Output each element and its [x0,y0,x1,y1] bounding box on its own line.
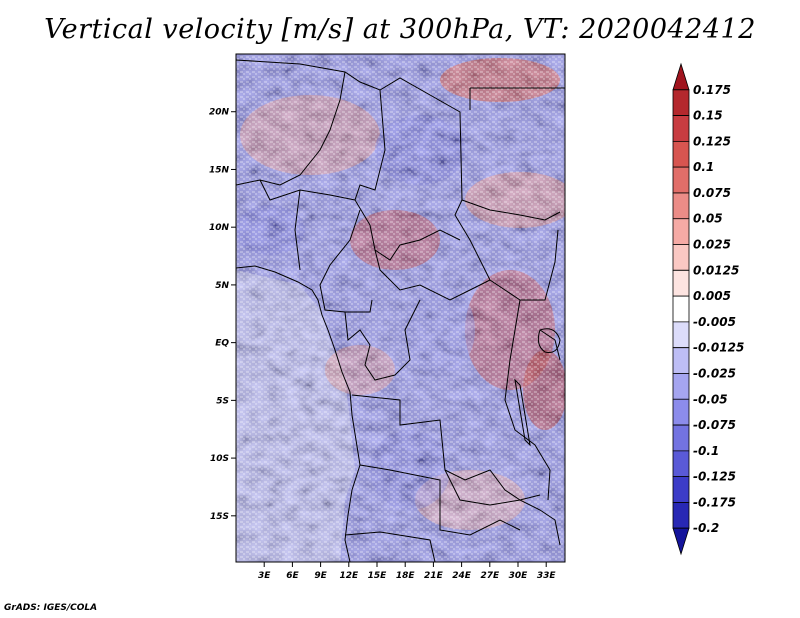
colorbar-label: 0.0125 [693,263,739,277]
lon-tick-label: 9E [314,571,327,581]
border-car [374,249,491,301]
lat-tick-label: 5N [215,281,229,291]
latitude-axis: 20N 15N 10N 5N EQ 5S 10S 15S [209,108,236,522]
country-borders [236,59,565,562]
colorbar-label: 0.15 [693,109,723,123]
colorbar-label: 0.025 [693,238,731,252]
colorbar-swatch [672,295,690,323]
border-east-lakes [504,299,561,501]
lon-tick-label: 12E [339,571,359,581]
colorbar-label: -0.175 [693,495,736,509]
lon-tick-label: 27E [480,571,500,581]
colorbar-swatch [672,502,690,529]
colorbar-swatch [672,192,690,220]
lat-tick-label: 20N [209,108,230,118]
lake-victoria [537,328,561,353]
colorbar-swatch [672,89,690,116]
colorbar-swatch [672,218,690,245]
lat-tick-label: EQ [215,339,229,349]
colorbar-label: -0.05 [693,392,728,406]
colorbar-label: 0.175 [693,83,731,97]
lon-tick-label: 24E [452,571,472,581]
colorbar: 0.175 0.15 0.125 0.1 0.075 0.05 0.025 0.0125 0.0… [672,62,744,556]
coastline [236,265,361,562]
map-title: Vertical velocity [m/s] at 300hPa, VT: 2… [44,14,756,45]
colorbar-label: 0.1 [693,160,714,174]
colorbar-label: -0.0125 [693,341,744,355]
lon-tick-label: 3E [258,571,271,581]
colorbar-label: 0.05 [693,212,723,226]
colorbar-swatch [672,527,690,556]
lon-tick-label: 30E [509,571,529,581]
colorbar-swatch [672,347,690,374]
colorbar-swatch [672,166,690,194]
colorbar-label: -0.1 [693,444,719,458]
plot-frame [235,53,566,563]
lon-tick-label: 18E [396,571,416,581]
colorbar-swatch [672,62,690,91]
colorbar-swatch [672,244,690,271]
border-chad [354,89,461,261]
colorbar-swatch [672,424,690,452]
velocity-field [236,54,565,562]
border-cameroon [319,209,373,313]
lon-tick-label: 6E [286,571,299,581]
colorbar-swatch [672,115,690,142]
colorbar-label: 0.125 [693,134,731,148]
colorbar-swatch [672,450,690,478]
border-sudan-east [461,199,561,221]
colorbar-label: -0.075 [693,418,736,432]
lat-tick-label: 10S [210,454,229,464]
longitude-axis: 3E 6E 9E 12E 15E 18E 21E 24E 27E 30E 33E [258,562,556,581]
border-zambia [444,469,561,546]
colorbar-label: -0.125 [693,470,736,484]
border-congo [344,299,421,381]
colorbar-label: 0.005 [693,289,731,303]
colorbar-swatch [672,269,690,297]
colorbar-swatch [672,373,690,400]
colorbar-swatch [672,321,690,349]
lon-tick-label: 15E [368,571,388,581]
border-angola [359,464,521,536]
lat-tick-label: 15N [209,165,230,175]
lake-tanganyika [514,378,531,447]
border-namibia [344,531,436,562]
border-north-2 [236,71,346,186]
border-nigeria [259,179,356,271]
border-northeast [469,87,565,110]
grads-credit: GrADS: IGES/COLA [4,603,98,613]
lon-tick-label: 21E [424,571,444,581]
colorbar-label: 0.075 [693,186,731,200]
lat-tick-label: 5S [216,396,229,406]
lon-tick-label: 33E [537,571,557,581]
colorbar-swatch [672,140,690,168]
border-drc-south [351,394,541,501]
lat-tick-label: 15S [210,512,229,522]
colorbar-swatch [672,398,690,426]
colorbar-label: -0.025 [693,366,736,380]
colorbar-swatch [672,476,690,503]
colorbar-label: -0.2 [693,521,719,535]
lat-tick-label: 10N [209,223,230,233]
colorbar-label: -0.005 [693,315,736,329]
